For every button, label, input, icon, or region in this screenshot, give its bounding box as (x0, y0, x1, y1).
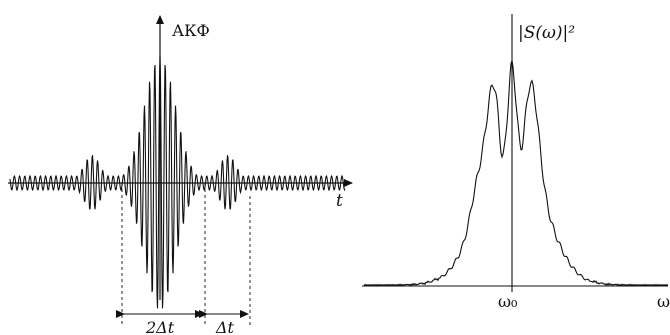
dimension-label-2dt: 2Δt (145, 318, 175, 335)
acf-axis-label: АКФ (172, 21, 210, 40)
acf-panel: АКФ t 2Δt Δt (8, 15, 353, 335)
spectrum-panel: |S(ω)|² ω₀ ω (362, 14, 670, 311)
acf-waveform (9, 54, 346, 309)
dimension-label-dt: Δt (215, 318, 235, 335)
center-frequency-label: ω₀ (498, 292, 517, 311)
time-axis-label: t (336, 191, 343, 211)
spectrum-axis-label: |S(ω)|² (518, 23, 575, 43)
spectrum-curve (363, 60, 669, 287)
frequency-axis-label: ω (657, 292, 670, 311)
